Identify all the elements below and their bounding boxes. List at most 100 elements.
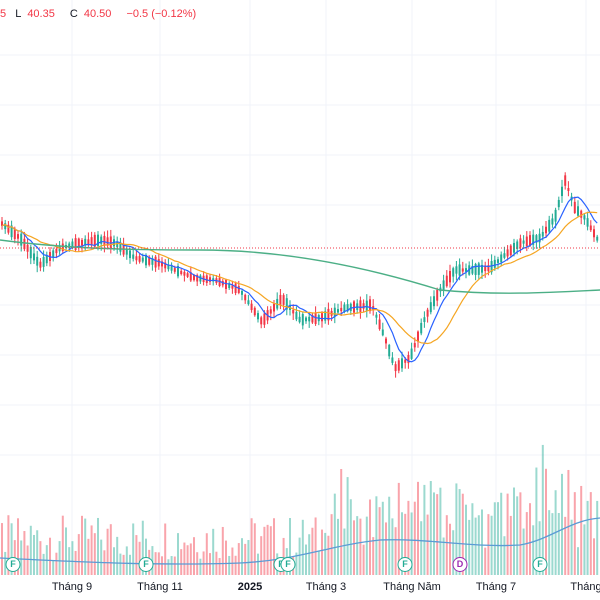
ohlc-low: L 40.35 bbox=[15, 8, 55, 20]
volume-bar bbox=[541, 444, 544, 575]
volume-bar bbox=[538, 521, 541, 575]
candle bbox=[404, 359, 407, 363]
candle bbox=[417, 331, 419, 342]
candle bbox=[205, 275, 208, 283]
candle bbox=[33, 253, 35, 261]
ohlc-open-tail: 5 bbox=[0, 8, 7, 20]
volume-bar bbox=[391, 518, 394, 575]
candle bbox=[23, 238, 26, 250]
candle bbox=[285, 298, 288, 310]
candle bbox=[455, 266, 458, 274]
candle bbox=[61, 243, 64, 252]
candle bbox=[349, 303, 352, 311]
volume-bar bbox=[381, 501, 384, 575]
candle bbox=[125, 249, 128, 255]
volume-bar bbox=[327, 535, 330, 575]
volume-bar bbox=[468, 519, 471, 575]
volume-bar bbox=[596, 500, 599, 575]
candle bbox=[413, 343, 416, 348]
candle bbox=[394, 364, 397, 372]
candle bbox=[442, 280, 445, 290]
candle bbox=[541, 231, 544, 237]
volume-bar bbox=[583, 524, 586, 575]
candle bbox=[407, 355, 410, 364]
volume-bar bbox=[23, 531, 26, 575]
volume-bar bbox=[593, 538, 595, 575]
volume-bar bbox=[39, 541, 42, 575]
candle bbox=[209, 277, 211, 282]
event-marker[interactable]: F bbox=[138, 557, 154, 572]
candle bbox=[189, 272, 192, 281]
candle bbox=[193, 275, 195, 281]
volume-bar bbox=[212, 528, 215, 575]
candle bbox=[538, 233, 541, 243]
volume-bar bbox=[260, 536, 263, 575]
volume-bar bbox=[218, 558, 221, 575]
event-marker[interactable]: F bbox=[397, 557, 413, 572]
volume-bar bbox=[442, 537, 445, 575]
volume-bar bbox=[500, 492, 503, 575]
candle bbox=[503, 253, 506, 258]
candle bbox=[295, 311, 298, 320]
volume-bar bbox=[321, 529, 323, 575]
volume-bar bbox=[125, 546, 128, 575]
volume-bar bbox=[257, 553, 259, 575]
moving-average-mid bbox=[1, 211, 598, 345]
candle bbox=[132, 254, 135, 259]
volume-bar bbox=[513, 487, 515, 575]
candle bbox=[151, 258, 154, 265]
event-marker[interactable]: F bbox=[532, 557, 548, 572]
volume-bar bbox=[225, 540, 227, 575]
ohlc-close: C 40.50 bbox=[69, 8, 112, 20]
volume-bar bbox=[90, 525, 93, 575]
candle bbox=[244, 294, 247, 301]
event-marker[interactable]: D bbox=[452, 557, 468, 572]
volume-bar bbox=[314, 517, 317, 575]
candle bbox=[241, 291, 243, 295]
event-marker[interactable]: F bbox=[280, 557, 296, 572]
candle bbox=[263, 313, 266, 325]
volume-bar bbox=[7, 515, 10, 575]
volume-bar bbox=[346, 477, 349, 575]
candle bbox=[378, 319, 381, 330]
volume-bar bbox=[122, 554, 125, 575]
volume-bar bbox=[221, 526, 224, 575]
candle bbox=[557, 199, 560, 208]
candle bbox=[490, 261, 493, 273]
candle bbox=[346, 304, 349, 312]
volume-bar bbox=[532, 525, 535, 575]
volume-bar bbox=[116, 536, 119, 575]
volume-bar bbox=[375, 496, 378, 575]
volume-bar bbox=[378, 507, 381, 575]
volume-bar bbox=[84, 518, 87, 575]
volume-bar bbox=[250, 518, 253, 575]
volume-bar bbox=[577, 547, 579, 575]
volume-bar bbox=[273, 518, 275, 575]
candle bbox=[250, 303, 253, 311]
volume-bar bbox=[429, 481, 432, 575]
volume-bar bbox=[426, 514, 429, 575]
candle bbox=[484, 265, 487, 272]
candle bbox=[164, 262, 167, 269]
candle bbox=[253, 307, 256, 316]
event-marker[interactable]: F bbox=[5, 557, 21, 572]
candle bbox=[231, 285, 234, 289]
candle bbox=[225, 279, 227, 290]
volume-bar bbox=[452, 530, 455, 575]
volume-bar bbox=[343, 528, 346, 575]
volume-bar bbox=[55, 552, 58, 575]
volume-bar bbox=[340, 469, 343, 575]
candle bbox=[567, 188, 570, 192]
candle bbox=[119, 242, 122, 252]
candle bbox=[529, 235, 531, 246]
volume-bar bbox=[167, 559, 170, 575]
volume-bar bbox=[106, 528, 109, 575]
candle bbox=[385, 338, 387, 344]
candle bbox=[429, 302, 432, 313]
candle bbox=[199, 275, 202, 282]
candle bbox=[500, 254, 503, 263]
candle bbox=[465, 268, 467, 272]
volume-bar bbox=[506, 493, 509, 575]
